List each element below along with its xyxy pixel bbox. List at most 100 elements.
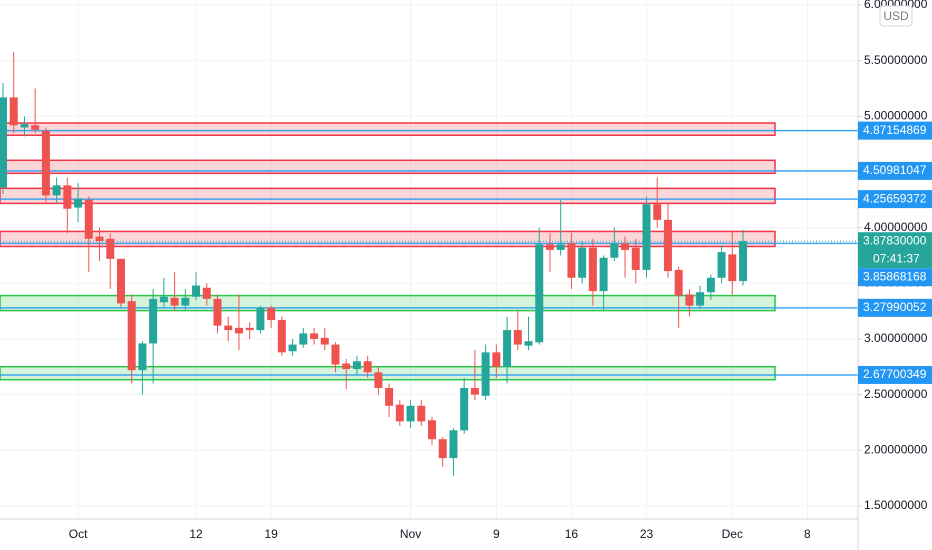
zones <box>0 122 776 381</box>
zone <box>0 122 776 137</box>
zone <box>0 159 776 175</box>
candle-body <box>417 405 426 422</box>
candle-body <box>41 130 50 196</box>
candle-body <box>299 333 308 345</box>
countdown-label: 07:41:37 <box>873 251 920 265</box>
candle-body <box>181 297 190 306</box>
candle-body <box>470 387 479 395</box>
price-line-label: 4.87154869 <box>863 123 927 137</box>
y-tick-label: 4.00000000 <box>864 220 928 234</box>
candle-body <box>642 204 651 270</box>
candle-body <box>245 327 254 331</box>
candle-body <box>116 258 125 304</box>
candle-body <box>127 301 136 371</box>
price-line-label: 3.85868168 <box>863 269 927 283</box>
candle-body <box>288 344 297 352</box>
candle-body <box>374 372 383 388</box>
candle-body <box>728 254 737 282</box>
x-tick-label: 19 <box>264 527 278 541</box>
candle-body <box>310 333 319 339</box>
candle-body <box>706 277 715 293</box>
candle-body <box>106 238 115 259</box>
candle-body <box>363 361 372 373</box>
price-line-badge <box>858 161 932 180</box>
price-line-badge <box>858 190 932 209</box>
candle-body <box>406 405 415 422</box>
candle-body <box>428 420 436 440</box>
y-tick-label: 5.00000000 <box>864 109 928 123</box>
candle-body <box>621 243 630 250</box>
candle-body <box>385 387 394 406</box>
candle-body <box>631 247 640 270</box>
price-lines <box>0 129 858 376</box>
price-line-label: 2.67700349 <box>863 367 927 381</box>
y-tick-label: 3.00000000 <box>864 331 928 345</box>
candle-body <box>578 247 587 278</box>
candle-body <box>567 243 576 278</box>
candle-body <box>159 296 168 303</box>
candle-body <box>213 298 222 326</box>
candle-body <box>610 243 619 258</box>
price-line-label: 4.50981047 <box>863 163 927 177</box>
price-line-label: 3.27990052 <box>863 300 927 314</box>
candle-body <box>524 341 533 346</box>
candles <box>0 51 748 476</box>
candle-body <box>696 292 705 306</box>
candle-body <box>599 257 608 292</box>
candle-body <box>52 185 61 196</box>
candle-body <box>224 325 233 331</box>
x-tick-label: Dec <box>722 527 743 541</box>
candle-body <box>331 344 340 365</box>
candle-body <box>267 307 276 321</box>
candle-body <box>352 361 361 370</box>
y-tick-label: 5.50000000 <box>864 53 928 67</box>
candle-body <box>503 330 512 367</box>
candle-body <box>395 404 404 422</box>
candle-body <box>717 252 726 278</box>
axis-labels: 6.000000005.500000005.000000004.50000000… <box>69 0 932 541</box>
zone <box>0 294 776 312</box>
last-price-label: 3.87830000 <box>863 233 927 247</box>
price-line-label: 4.25659372 <box>863 191 927 205</box>
x-tick-label: Oct <box>69 527 88 541</box>
candle-body <box>653 204 662 220</box>
candle-body <box>74 198 83 208</box>
price-line-badge <box>858 121 932 140</box>
candle-body <box>513 330 522 345</box>
candle-body <box>438 439 447 459</box>
candle-body <box>84 199 93 239</box>
candle-body <box>481 352 490 396</box>
zone <box>0 365 776 381</box>
currency-box[interactable] <box>879 5 913 27</box>
candle-body <box>342 363 351 370</box>
candle-body <box>202 287 211 299</box>
candle-body <box>9 97 18 126</box>
candle-body <box>685 294 694 306</box>
candle-body <box>95 236 104 242</box>
price-line-badge <box>858 298 932 317</box>
candle-body <box>138 343 147 371</box>
zone <box>0 187 776 205</box>
candle-body <box>20 124 29 128</box>
x-tick-label: 16 <box>565 527 579 541</box>
candle-body <box>63 185 72 209</box>
candle-body <box>0 97 7 188</box>
y-tick-label: 1.50000000 <box>864 498 928 512</box>
candle-body <box>192 285 201 297</box>
x-tick-label: Nov <box>400 527 421 541</box>
candle-body <box>149 298 158 344</box>
last-price-badge <box>858 232 932 269</box>
candle-body <box>545 244 554 250</box>
price-line-badge <box>858 365 932 384</box>
x-tick-label: 9 <box>493 527 500 541</box>
candle-body <box>674 269 683 296</box>
candle-body <box>739 241 748 282</box>
y-tick-label: 2.00000000 <box>864 442 928 456</box>
x-tick-label: 23 <box>640 527 654 541</box>
candle-body <box>256 307 265 331</box>
candle-body <box>492 352 501 367</box>
price-line-badge <box>858 268 932 287</box>
candle-body <box>556 244 565 250</box>
